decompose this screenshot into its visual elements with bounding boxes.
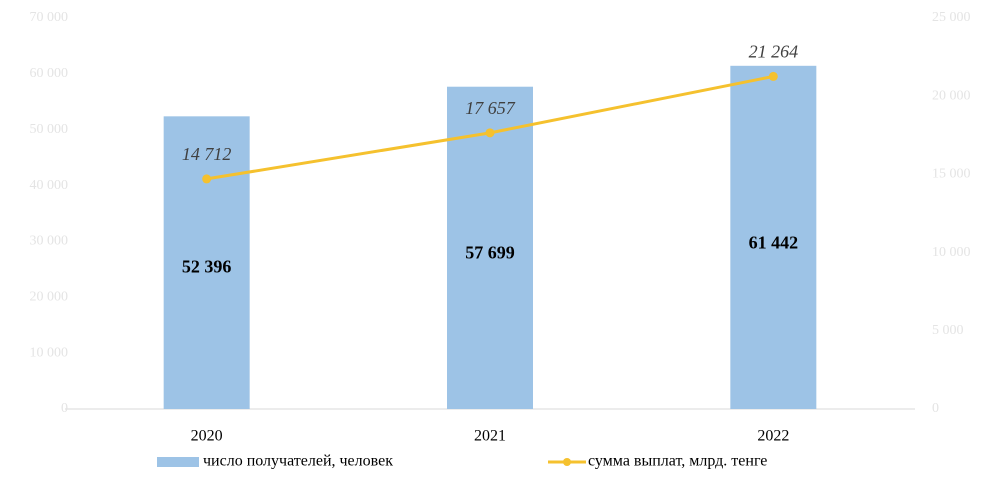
y-tick-label: 0 bbox=[61, 401, 68, 416]
y-tick-label: 40 000 bbox=[30, 178, 69, 193]
legend-label: сумма выплат, млрд. тенге bbox=[588, 453, 767, 470]
line-point bbox=[485, 128, 495, 138]
y2-tick-label: 15 000 bbox=[932, 167, 971, 182]
y2-tick-label: 20 000 bbox=[932, 88, 971, 103]
bar bbox=[730, 65, 817, 409]
bar-value-label: 52 396 bbox=[182, 257, 232, 277]
y2-tick-label: 0 bbox=[932, 401, 939, 416]
bar bbox=[163, 116, 250, 409]
line-point bbox=[768, 71, 778, 81]
y-tick-label: 10 000 bbox=[30, 345, 69, 360]
x-tick-label: 2021 bbox=[474, 428, 506, 445]
y2-tick-label: 25 000 bbox=[932, 10, 971, 25]
y2-tick-label: 5 000 bbox=[932, 323, 964, 338]
y-tick-label: 70 000 bbox=[30, 10, 69, 25]
line-value-label: 21 264 bbox=[749, 42, 799, 62]
bar-value-label: 57 699 bbox=[465, 242, 515, 262]
y-tick-label: 20 000 bbox=[30, 290, 69, 305]
legend-swatch-point bbox=[563, 458, 571, 466]
line-value-label: 17 657 bbox=[465, 98, 516, 118]
y-tick-label: 30 000 bbox=[30, 234, 69, 249]
line-point bbox=[202, 174, 212, 184]
line-value-label: 14 712 bbox=[182, 144, 232, 164]
bar bbox=[447, 86, 533, 409]
y2-tick-label: 10 000 bbox=[932, 245, 971, 260]
x-tick-label: 2020 bbox=[191, 428, 223, 445]
legend-label: число получателей, человек bbox=[203, 453, 393, 470]
y-tick-label: 60 000 bbox=[30, 66, 69, 81]
bar-value-label: 61 442 bbox=[749, 232, 799, 252]
x-tick-label: 2022 bbox=[757, 428, 789, 445]
legend-swatch bbox=[157, 457, 199, 467]
y-tick-label: 50 000 bbox=[30, 122, 69, 137]
